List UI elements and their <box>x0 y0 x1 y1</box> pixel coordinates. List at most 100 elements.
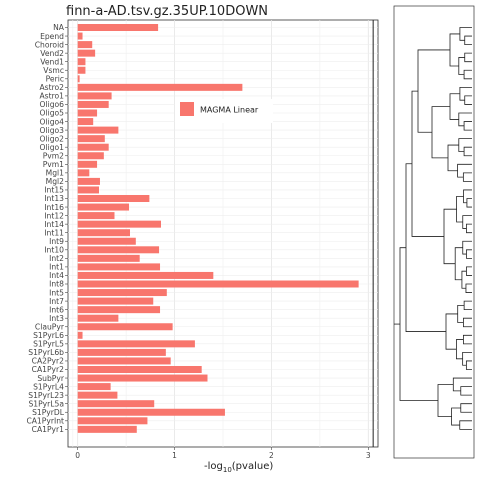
category-label: Int16 <box>44 203 64 212</box>
bar-Int16 <box>77 203 130 211</box>
bar-Int4 <box>77 271 214 279</box>
category-label: Int7 <box>49 297 64 306</box>
bar-S1PyrL6 <box>77 331 83 339</box>
category-label: Int11 <box>44 228 64 237</box>
category-label: Int9 <box>49 237 64 246</box>
category-label: S1PyrL23 <box>28 391 64 400</box>
x-axis-label-tail: (pvalue) <box>232 461 274 472</box>
bar-Pvm2 <box>77 152 104 160</box>
x-axis-label: -log10(pvalue) <box>204 461 273 474</box>
bar-Mgl1 <box>77 169 90 177</box>
category-label: CA1Pyr2 <box>32 365 65 374</box>
dendrogram-panel <box>393 5 475 459</box>
bar-Oligo3 <box>77 126 119 134</box>
bar-S1PyrDL <box>77 408 225 416</box>
category-label: Mgl2 <box>46 177 64 186</box>
bar-Peric <box>77 75 80 83</box>
dendrogram <box>393 5 475 459</box>
bar-SubPyr <box>77 374 208 382</box>
category-label: CA1PyrInt <box>26 417 64 426</box>
bar-Choroid <box>77 41 93 49</box>
bar-S1PyrL5 <box>77 340 195 348</box>
category-label: Astro1 <box>39 92 64 101</box>
x-axis-label-main: -log <box>204 461 223 472</box>
bar-Int5 <box>77 289 167 297</box>
category-label: Int12 <box>44 211 64 220</box>
bar-Int2 <box>77 254 140 262</box>
bar-NA <box>77 24 159 31</box>
category-label: Int15 <box>44 186 64 195</box>
category-label: Oligo4 <box>40 117 65 126</box>
bar-S1PyrL5a <box>77 400 155 408</box>
bar-Int11 <box>77 229 130 237</box>
bar-S1PyrL4 <box>77 383 111 391</box>
category-label: Oligo6 <box>40 100 65 109</box>
category-label: Int8 <box>49 280 64 289</box>
bar-Int14 <box>77 220 161 228</box>
bar-Epend <box>77 32 83 40</box>
bar-Oligo6 <box>77 100 109 108</box>
bar-Vend2 <box>77 49 96 57</box>
bar-S1PyrL6b <box>77 348 166 356</box>
category-label: Int3 <box>49 314 64 323</box>
category-label: Pvm1 <box>43 160 64 169</box>
category-label: S1PyrL6 <box>33 331 64 340</box>
category-label: Peric <box>46 75 64 84</box>
x-tick-label: 2 <box>269 451 274 460</box>
category-label: Int14 <box>44 220 64 229</box>
bar-Oligo4 <box>77 118 94 126</box>
category-label: CA1Pyr1 <box>32 425 65 434</box>
category-label: Int13 <box>44 194 64 203</box>
category-label: Oligo2 <box>40 134 65 143</box>
chart-title: finn-a-AD.tsv.gz.35UP.10DOWN <box>66 4 268 19</box>
bar-ClauPyr <box>77 323 173 331</box>
legend-label: MAGMA Linear <box>200 106 259 115</box>
bar-Int15 <box>77 186 99 194</box>
bar-Mgl2 <box>77 177 100 185</box>
plot-area: NAEpendChoroidVend2Vend1VsmcPericAstro2A… <box>26 19 379 460</box>
bar-CA1Pyr1 <box>77 425 137 433</box>
category-label: Pvm2 <box>43 151 64 160</box>
bar-Oligo5 <box>77 109 98 117</box>
category-label: Int1 <box>49 263 64 272</box>
category-label: Vsmc <box>43 66 64 75</box>
bar-Pvm1 <box>77 160 98 168</box>
svg-text:-log10(pvalue): -log10(pvalue) <box>204 461 273 474</box>
category-label: Epend <box>40 32 64 41</box>
category-label: Astro2 <box>39 83 64 92</box>
category-label: Int2 <box>49 254 64 263</box>
category-label: Oligo3 <box>40 126 65 135</box>
category-label: CA2Pyr2 <box>32 357 65 366</box>
category-label: S1PyrL5 <box>33 340 64 349</box>
x-axis-label-sub: 10 <box>223 466 232 474</box>
category-label: S1PyrL5a <box>28 399 64 408</box>
category-label: S1PyrL4 <box>33 382 64 391</box>
bar-Vend1 <box>77 58 86 66</box>
bar-CA1PyrInt <box>77 417 148 425</box>
category-label: Mgl1 <box>46 169 64 178</box>
category-label: Int6 <box>49 305 64 314</box>
category-label: S1PyrDL <box>32 408 65 417</box>
bar-CA1Pyr2 <box>77 366 202 373</box>
bar-Int8 <box>77 280 359 288</box>
x-tick-label: 0 <box>75 451 80 460</box>
category-label: Choroid <box>35 40 64 49</box>
category-label: S1PyrL6b <box>28 348 64 357</box>
category-label: Oligo1 <box>40 143 65 152</box>
category-label: Int5 <box>49 288 64 297</box>
bar-Int12 <box>77 212 115 220</box>
legend: MAGMA Linear <box>175 99 273 123</box>
category-label: ClauPyr <box>35 322 65 331</box>
category-label: Int4 <box>49 271 64 280</box>
bar-Int1 <box>77 263 161 271</box>
bar-Oligo2 <box>77 135 105 143</box>
bar-Astro2 <box>77 83 243 91</box>
x-tick-label: 3 <box>366 451 371 460</box>
bar-Vsmc <box>77 66 86 74</box>
bar-CA2Pyr2 <box>77 357 171 365</box>
bar-Int13 <box>77 195 150 202</box>
category-label: Oligo5 <box>40 109 65 118</box>
bar-S1PyrL23 <box>77 391 118 399</box>
x-tick-label: 1 <box>172 451 177 460</box>
